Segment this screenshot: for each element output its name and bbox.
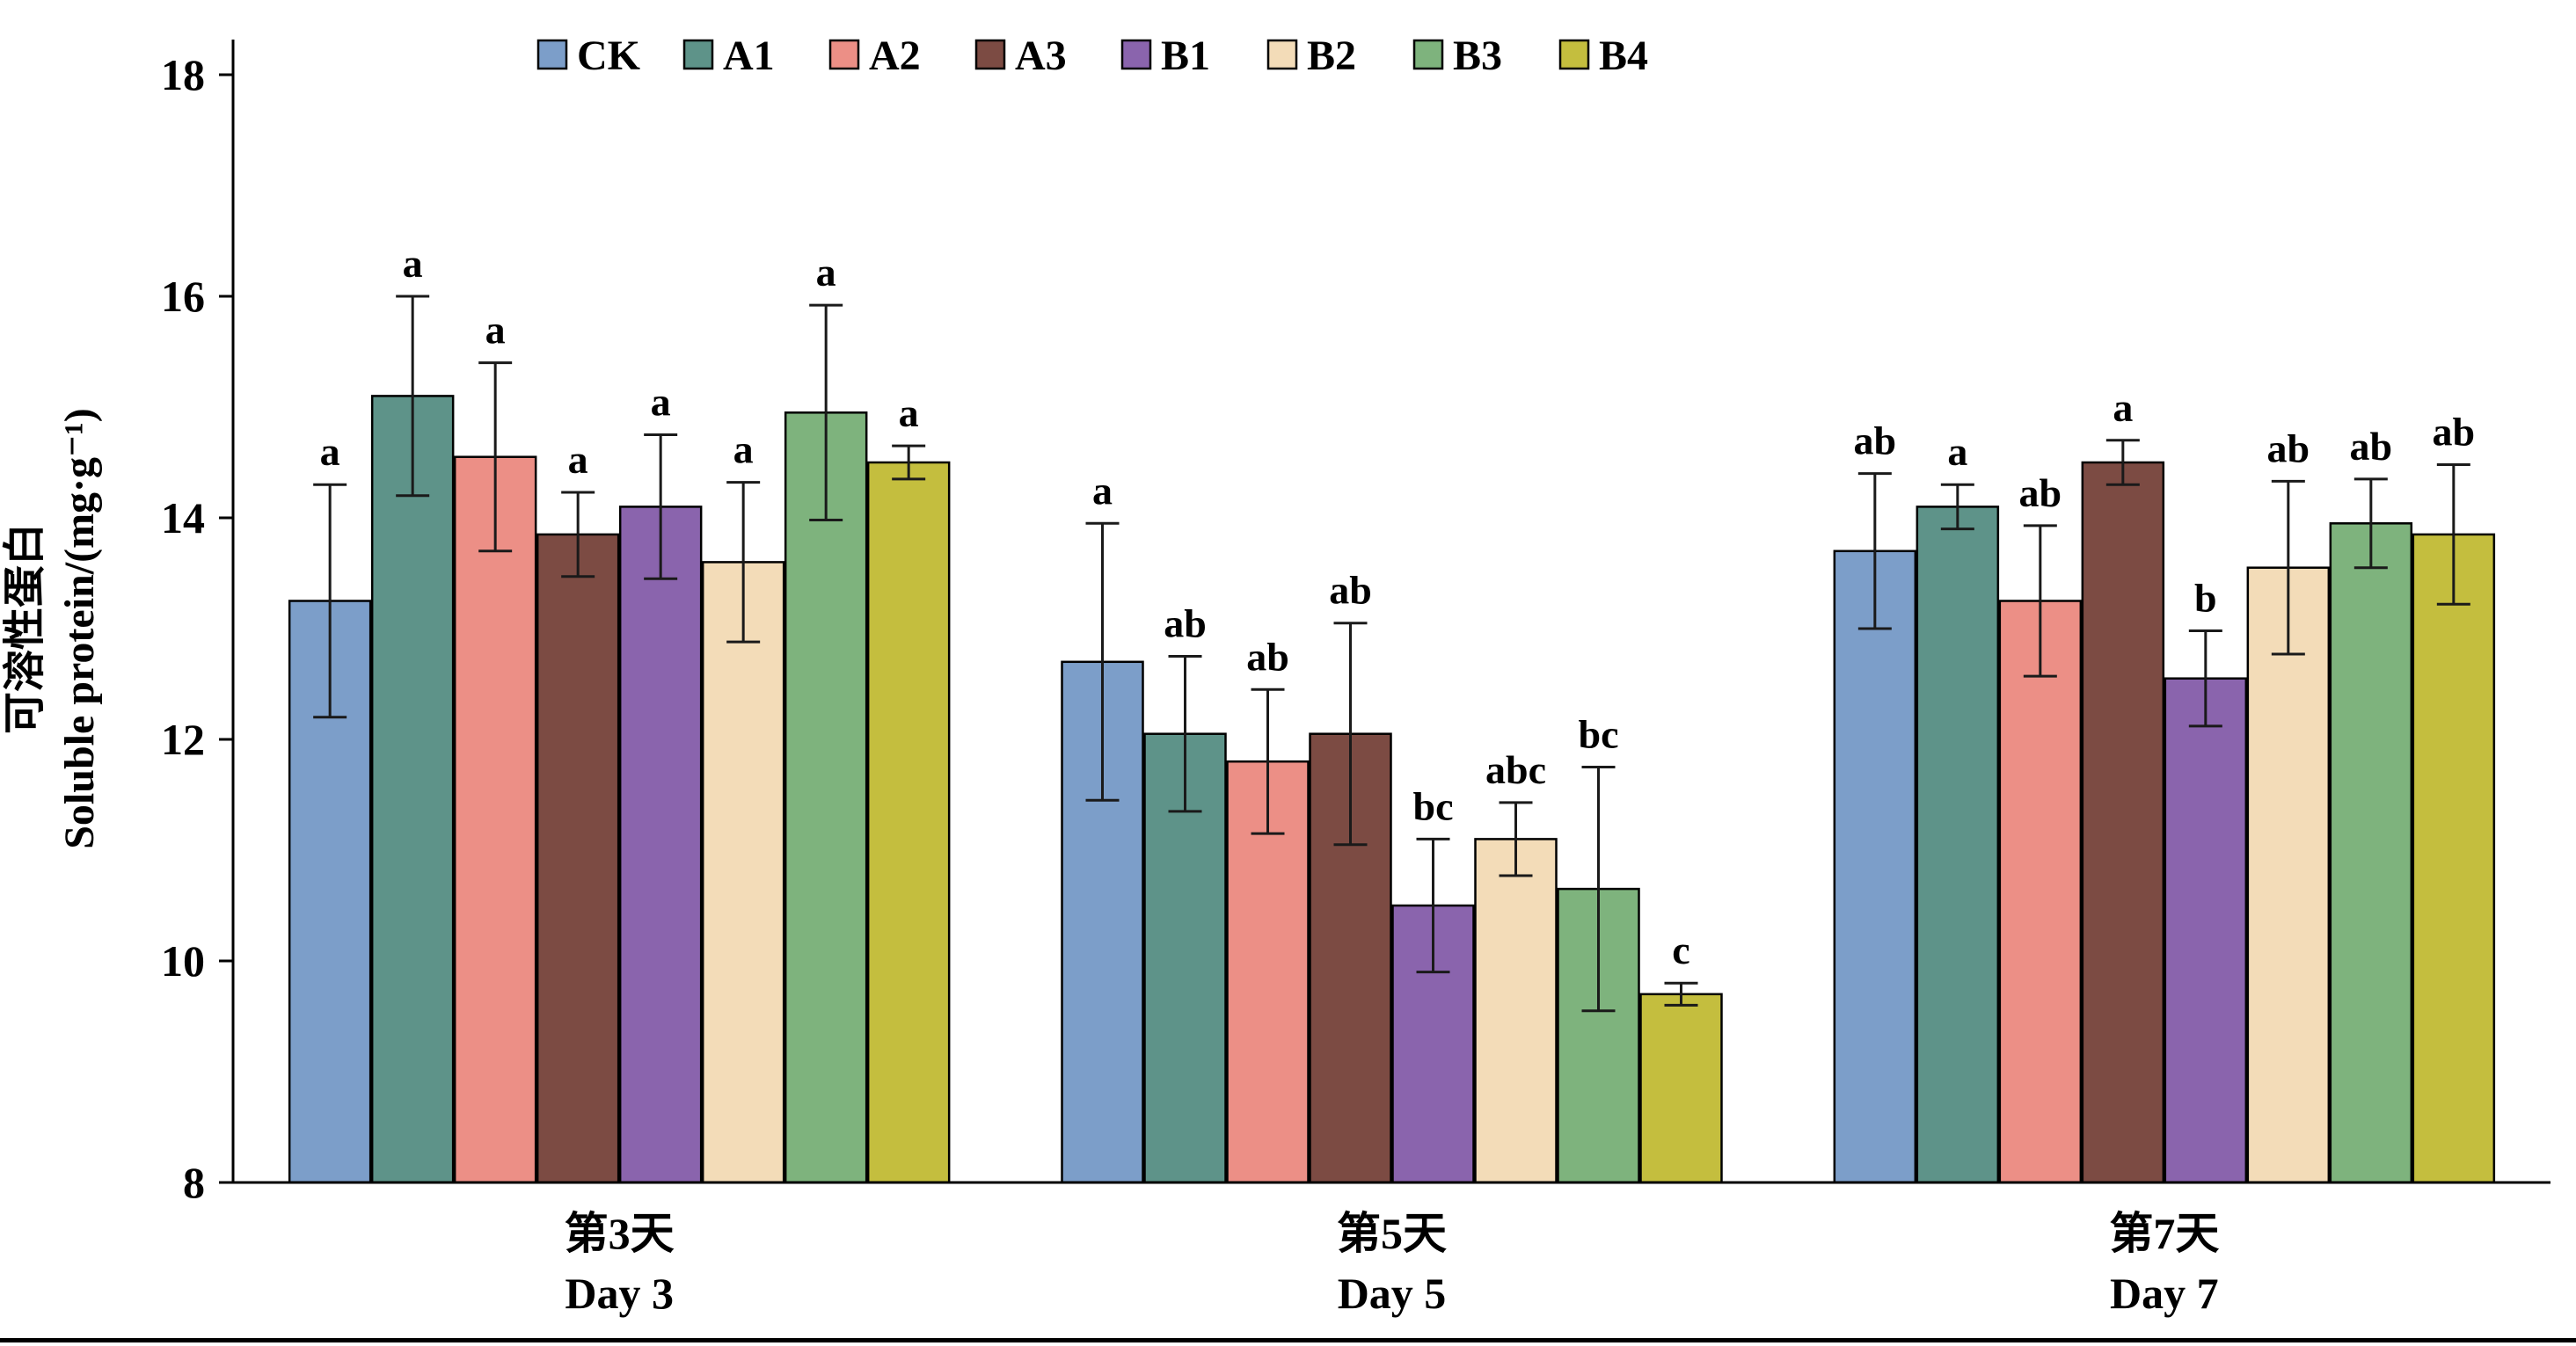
legend-item-ck: CK bbox=[536, 33, 640, 79]
bar-b2-group2 bbox=[1474, 838, 1558, 1184]
x-group-label-cn: 第5天 bbox=[1337, 1209, 1447, 1258]
bar-b1-group3 bbox=[2164, 677, 2248, 1184]
legend-swatch-b2 bbox=[1266, 39, 1298, 70]
significance-letter: c bbox=[1672, 928, 1689, 972]
significance-letter: a bbox=[816, 250, 836, 295]
significance-letter: a bbox=[485, 308, 506, 353]
x-group-label-cn: 第7天 bbox=[2109, 1209, 2219, 1258]
y-axis-title-cn: 可溶性蛋白 bbox=[2, 523, 48, 734]
legend-swatch-a3 bbox=[974, 39, 1006, 70]
bar-b3-group1 bbox=[784, 411, 868, 1184]
bar-ck-group3 bbox=[1833, 549, 1917, 1184]
legend-item-b1: B1 bbox=[1120, 33, 1210, 79]
legend-swatch-b1 bbox=[1120, 39, 1152, 70]
legend-item-b3: B3 bbox=[1412, 33, 1502, 79]
legend-label-a2: A2 bbox=[869, 33, 921, 79]
significance-letter: a bbox=[1092, 468, 1113, 513]
legend-swatch-b3 bbox=[1412, 39, 1444, 70]
legend-item-a2: A2 bbox=[828, 33, 921, 79]
legend-item-a1: A1 bbox=[682, 33, 775, 79]
bar-b3-group3 bbox=[2329, 522, 2413, 1184]
y-tick-label: 16 bbox=[161, 272, 205, 321]
legend-label-b4: B4 bbox=[1599, 33, 1648, 79]
x-group-label-en: Day 3 bbox=[565, 1269, 674, 1318]
bar-b4-group1 bbox=[866, 461, 951, 1184]
bar-b2-group3 bbox=[2246, 566, 2331, 1184]
significance-letter: abc bbox=[1485, 747, 1546, 792]
legend-label-b2: B2 bbox=[1307, 33, 1356, 79]
significance-letter: ab bbox=[2350, 424, 2393, 469]
legend-label-b1: B1 bbox=[1161, 33, 1210, 79]
y-tick-label: 14 bbox=[161, 493, 205, 542]
legend-swatch-b4 bbox=[1558, 39, 1590, 70]
legend-swatch-a2 bbox=[828, 39, 860, 70]
legend-swatch-ck bbox=[536, 39, 568, 70]
figure-bottom-rule bbox=[0, 1338, 2576, 1342]
bar-a2-group1 bbox=[453, 455, 537, 1184]
significance-letter: a bbox=[2113, 385, 2133, 430]
bar-b4-group3 bbox=[2412, 533, 2496, 1184]
x-group-label-cn: 第3天 bbox=[565, 1209, 675, 1258]
y-tick-label: 10 bbox=[161, 936, 205, 986]
x-group-label-en: Day 7 bbox=[2110, 1269, 2219, 1318]
bar-b1-group1 bbox=[618, 506, 703, 1184]
significance-letter: ab bbox=[1329, 568, 1372, 613]
significance-letter: ab bbox=[1164, 601, 1207, 646]
y-tick-label: 8 bbox=[183, 1158, 205, 1207]
y-axis-title-en: Soluble protein/(mg·g⁻¹) bbox=[56, 408, 103, 849]
y-tick-label: 12 bbox=[161, 715, 205, 764]
bar-a3-group1 bbox=[536, 533, 620, 1184]
legend-label-b3: B3 bbox=[1453, 33, 1502, 79]
bar-a1-group1 bbox=[370, 395, 455, 1184]
significance-letter: a bbox=[899, 390, 919, 435]
legend-label-a3: A3 bbox=[1015, 33, 1067, 79]
legend-swatch-a1 bbox=[682, 39, 714, 70]
significance-letter: ab bbox=[2019, 470, 2062, 515]
legend-label-a1: A1 bbox=[723, 33, 775, 79]
significance-letter: bc bbox=[1579, 712, 1619, 757]
significance-letter: ab bbox=[2433, 410, 2476, 455]
legend-label-ck: CK bbox=[577, 33, 640, 79]
significance-letter: a bbox=[568, 437, 588, 482]
x-group-label-en: Day 5 bbox=[1338, 1269, 1447, 1318]
legend-item-b4: B4 bbox=[1558, 33, 1648, 79]
y-tick-label: 18 bbox=[161, 50, 205, 99]
significance-letter: a bbox=[651, 380, 671, 425]
significance-letter: a bbox=[320, 429, 340, 474]
legend-item-b2: B2 bbox=[1266, 33, 1356, 79]
significance-letter: ab bbox=[1854, 418, 1897, 463]
significance-letter: b bbox=[2194, 576, 2217, 621]
bar-a2-group3 bbox=[1998, 600, 2083, 1184]
bar-b2-group1 bbox=[701, 561, 785, 1184]
legend-item-a3: A3 bbox=[974, 33, 1067, 79]
significance-letter: ab bbox=[1246, 634, 1289, 679]
significance-letter: ab bbox=[2267, 426, 2310, 470]
significance-letter: a bbox=[733, 427, 754, 472]
significance-letter: a bbox=[403, 241, 423, 286]
significance-letter: a bbox=[1947, 429, 1967, 474]
significance-letter: bc bbox=[1413, 783, 1454, 828]
bar-a1-group3 bbox=[1916, 506, 2000, 1184]
bar-a3-group3 bbox=[2081, 461, 2165, 1184]
bar-b4-group2 bbox=[1639, 993, 1723, 1184]
